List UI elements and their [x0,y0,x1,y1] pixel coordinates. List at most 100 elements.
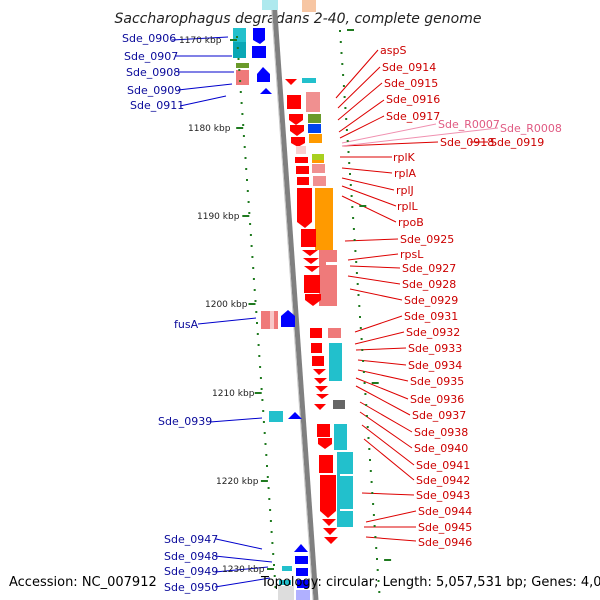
scale-dot [236,47,239,49]
scale-dot [252,267,255,269]
scale-dot [342,74,345,76]
gene-label[interactable]: Sde_0946 [418,536,472,549]
scale-dot [341,63,344,65]
scale-dot [251,256,254,258]
scale-major-tick [230,39,237,41]
scale-dot [242,135,245,137]
scale-dot [352,217,355,219]
scale-dot [339,30,341,32]
gene-label[interactable]: rplK [393,151,416,164]
gene-label[interactable]: Sde_0916 [386,93,440,106]
gene-label[interactable]: Sde_0917 [386,110,440,123]
scale-dot [370,481,373,483]
scale-dot [269,520,272,522]
scale-dot [369,470,372,472]
scale-dot [255,311,258,313]
rna-label[interactable]: Sde_R0008 [500,122,562,135]
scale-dot [371,492,374,494]
gene-label[interactable]: Sde_0933 [408,342,462,355]
gene-label[interactable]: Sde_0927 [402,262,456,275]
scale-dot [266,476,269,478]
scale-dot [249,234,252,236]
gene-label[interactable]: Sde_0934 [408,359,462,372]
scale-dot [249,223,252,225]
gene-label[interactable]: Sde_0928 [402,278,456,291]
scale-dot [267,487,270,489]
scale-dot [242,124,245,126]
scale-dot [345,129,348,131]
scale-dot [262,421,265,423]
scale-dot [246,179,248,181]
gene-label[interactable]: rplA [394,167,417,180]
scale-dot [254,300,257,302]
gene-label[interactable]: Sde_0947 [164,533,218,546]
scale-dot [236,36,238,38]
rna-label[interactable]: Sde_R0007 [438,118,500,131]
gene-label[interactable]: Sde_0948 [164,550,218,563]
scale-dot [256,333,259,335]
gene-label[interactable]: Sde_0935 [410,375,464,388]
gene-label[interactable]: Sde_0932 [406,326,460,339]
gene-label[interactable]: Sde_0919 [490,136,544,149]
gene-label[interactable]: rpoB [398,216,424,229]
gene-label[interactable]: Sde_0911 [130,99,184,112]
gene-label[interactable]: Sde_0937 [412,409,466,422]
scale-dot [266,465,268,467]
scale-dot [352,228,355,230]
gene-label[interactable]: Sde_0918 [440,136,494,149]
gene-label[interactable]: aspS [380,44,406,57]
scale-dot [237,58,240,60]
gene-label[interactable]: Sde_0936 [410,393,464,406]
scale-dot [272,553,275,555]
gene-features-bottom [278,544,310,600]
scale-dot [246,190,249,192]
gene-label[interactable]: Sde_0908 [126,66,180,79]
scale-dot [265,454,268,456]
gene-label[interactable]: fusA [174,318,199,331]
scale-dot [256,322,258,324]
scale-dot [269,509,272,511]
gene-label[interactable]: Sde_0906 [122,32,176,45]
scale-dot [349,173,351,175]
kbp-tick-label: 1190 kbp [197,212,240,222]
gene-label[interactable]: rpsL [400,248,424,261]
gene-label[interactable]: Sde_0929 [404,294,458,307]
scale-dot [245,168,248,170]
gene-label[interactable]: Sde_0907 [124,50,178,63]
right-gene-labels: aspS Sde_0914 Sde_0915 Sde_0916 Sde_0917… [380,44,544,549]
scale-dot [361,349,364,351]
gene-label[interactable]: rplL [397,200,419,213]
gene-label[interactable]: Sde_0950 [164,581,218,594]
gene-label[interactable]: Sde_0940 [414,442,468,455]
gene-label[interactable]: Sde_0915 [384,77,438,90]
scale-dot [343,96,346,98]
scale-dot [376,569,379,571]
gene-label[interactable]: Sde_0925 [400,233,454,246]
gene-label[interactable]: Sde_0942 [416,474,470,487]
gene-label[interactable]: Sde_0909 [127,84,181,97]
rna-connectors [341,123,499,147]
gene-features-cluster-3 [317,424,353,544]
gene-label[interactable]: Sde_0943 [416,489,470,502]
gene-label[interactable]: Sde_0945 [418,521,472,534]
kbp-tick-label: 1210 kbp [212,389,255,399]
right-connectors [335,49,488,542]
scale-dot [355,272,358,274]
gene-label[interactable]: Sde_0939 [158,415,212,428]
scale-dot [353,239,356,241]
scale-dot [274,586,277,588]
gene-label[interactable]: Sde_0944 [418,505,472,518]
scale-dot [253,289,256,291]
gene-label[interactable]: Sde_0914 [382,61,436,74]
kbp-tick-label: 1170 kbp [179,36,222,46]
gene-label[interactable]: Sde_0931 [404,310,458,323]
gene-features-fusA [261,310,295,329]
scale-dot [347,151,350,153]
gene-label[interactable]: Sde_0941 [416,459,470,472]
gene-label[interactable]: rplJ [396,184,414,197]
scale-dot [264,443,267,445]
scale-dot [250,245,253,247]
gene-label[interactable]: Sde_0949 [164,565,218,578]
gene-label[interactable]: Sde_0938 [414,426,468,439]
